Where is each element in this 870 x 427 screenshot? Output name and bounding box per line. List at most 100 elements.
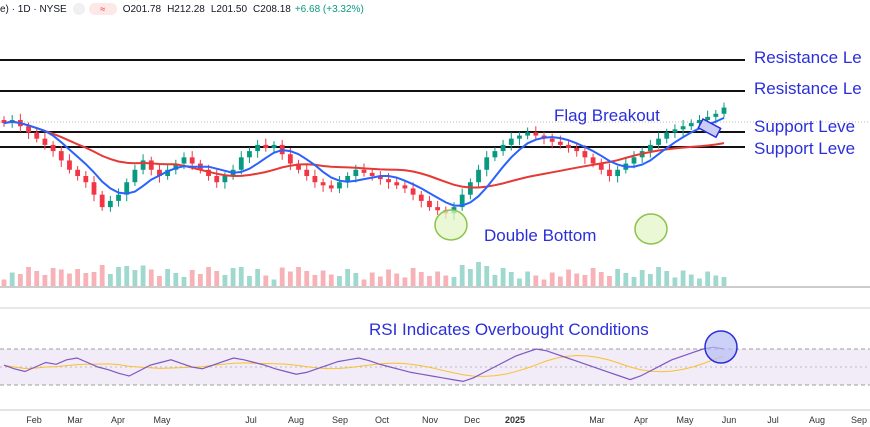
candle-body — [345, 176, 351, 183]
candle-body — [124, 182, 130, 195]
volume-bar — [508, 272, 514, 286]
volume-bar — [148, 269, 154, 286]
candle-body — [91, 182, 97, 195]
compare-pill[interactable]: ≈ — [88, 3, 117, 15]
high-value: H212.28 — [167, 3, 205, 15]
volume-bar — [140, 265, 146, 286]
volume-bar — [238, 267, 244, 286]
candle-body — [238, 157, 244, 170]
volume-bar — [713, 275, 719, 286]
volume-bar — [525, 271, 531, 286]
volume-bar — [688, 274, 694, 286]
flag-breakout-label: Flag Breakout — [554, 106, 660, 125]
x-axis-tick-label: Dec — [464, 415, 481, 425]
volume-bar — [721, 277, 727, 286]
x-axis-labels: Feb Mar Apr May Jul Aug Sep Oct Nov Dec 2025 Mar Apr… — [26, 415, 867, 425]
flag-pattern — [697, 117, 722, 139]
candle-body — [369, 172, 375, 176]
volume-bar — [672, 277, 678, 286]
resistance-label-1: Resistance Le — [754, 48, 862, 67]
volume-bar — [574, 273, 580, 286]
candle-body — [566, 144, 571, 148]
volume-bar — [598, 272, 604, 286]
x-axis-tick-label: Jul — [767, 415, 779, 425]
candle-body — [337, 182, 342, 189]
volume-bar — [50, 268, 56, 286]
x-axis-tick-label: Sep — [332, 415, 348, 425]
volume-bar — [247, 276, 252, 286]
support-label-1: Support Leve — [754, 117, 856, 136]
volume-bar — [500, 268, 506, 286]
x-axis-tick-label: Feb — [26, 415, 42, 425]
candle-body — [508, 138, 514, 145]
candle-body — [50, 144, 56, 152]
candle-body — [157, 169, 162, 176]
rsi-line — [3, 346, 725, 383]
candle-body — [484, 157, 490, 170]
volume-bar — [42, 275, 48, 286]
candle-body — [189, 157, 195, 164]
candle-body — [549, 138, 555, 142]
candle-body — [165, 169, 171, 176]
volume-bar — [107, 274, 113, 286]
low-value: L201.50 — [210, 3, 248, 15]
volume-bar — [647, 274, 653, 286]
candle-body — [557, 141, 563, 145]
volume-bar — [549, 272, 555, 286]
volume-bar — [9, 272, 15, 286]
candle-body — [386, 179, 391, 183]
candle-body — [533, 132, 539, 136]
candle-body — [500, 144, 506, 152]
x-axis-tick-label: May — [676, 415, 694, 425]
candle-body — [296, 163, 301, 170]
x-axis-tick-label: Jul — [245, 415, 257, 425]
candle-body — [140, 160, 146, 170]
candle-body — [181, 157, 187, 164]
volume-bar — [639, 270, 645, 286]
volume-bar — [541, 279, 547, 286]
volume-bar — [566, 269, 571, 286]
candle-body — [688, 123, 694, 127]
volume-bar — [328, 274, 334, 286]
volume-bar — [607, 276, 612, 286]
volume-bar — [75, 269, 81, 286]
volume-bar — [345, 269, 351, 286]
candle-body — [377, 176, 383, 180]
candle-body — [353, 169, 359, 176]
candle-body — [476, 169, 481, 183]
x-axis-tick-label: Jun — [722, 415, 737, 425]
volume-bar — [165, 269, 171, 286]
candle-body — [263, 144, 269, 148]
double-bottom-circle-2 — [634, 213, 668, 245]
volume-bar — [67, 273, 72, 286]
candle-body — [287, 154, 293, 164]
volume-bar — [304, 271, 310, 286]
candle-body — [697, 120, 702, 124]
candle-body — [75, 169, 81, 176]
volume-bar — [631, 277, 637, 286]
double-bottom-label: Double Bottom — [484, 226, 597, 245]
candle-body — [656, 138, 661, 145]
rsi-annotation: RSI Indicates Overbought Conditions — [369, 320, 649, 339]
candle-body — [672, 129, 678, 133]
volume-bar — [394, 273, 400, 286]
candle-body — [664, 132, 670, 139]
candle-body — [680, 126, 686, 130]
x-axis-tick-label: Oct — [375, 415, 390, 425]
candle-body — [148, 160, 154, 170]
candle-body — [402, 185, 408, 189]
candle-body — [222, 176, 228, 183]
candle-body — [173, 163, 179, 170]
volume-bar — [443, 275, 449, 286]
change-value: +6.68 (+3.32%) — [294, 3, 364, 15]
volume-bar — [181, 277, 187, 286]
candle-body — [26, 126, 31, 133]
candle-body — [574, 148, 580, 152]
volume-bar — [492, 275, 498, 286]
candle-body — [394, 182, 400, 186]
indicator-pill[interactable] — [72, 3, 85, 15]
volume-bar — [116, 267, 121, 286]
volume-bar — [99, 265, 105, 286]
